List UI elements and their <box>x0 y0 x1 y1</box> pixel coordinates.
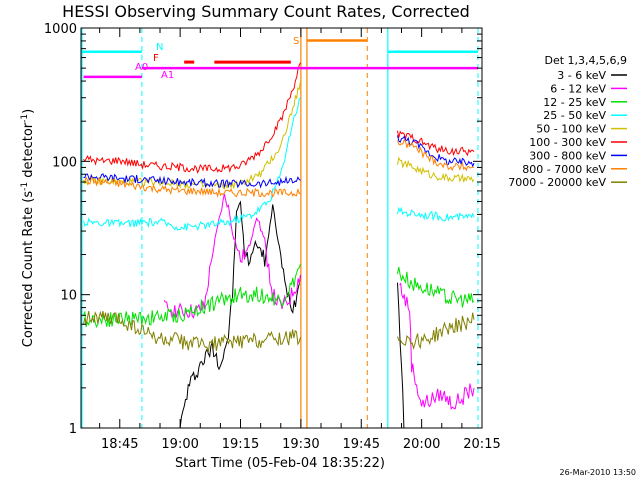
chart-title: HESSI Observing Summary Count Rates, Cor… <box>62 2 470 21</box>
plot-frame <box>80 27 483 429</box>
series-line-1-part-2 <box>397 282 405 429</box>
series-line-8-part-2 <box>397 138 475 172</box>
status-flag-bars <box>81 39 478 79</box>
x-tick-label: 20:15 <box>463 437 500 452</box>
series-line-6-part-1 <box>83 62 301 174</box>
series-line-2-part-2 <box>399 282 475 411</box>
series-line-3-part-2 <box>397 266 475 308</box>
annotation-F: F <box>153 53 159 64</box>
footer-timestamp: 26-Mar-2010 13:50 <box>560 468 637 477</box>
annotation-N: N <box>156 42 163 53</box>
data-series <box>83 62 475 429</box>
series-line-6-part-2 <box>397 130 475 157</box>
series-line-7-part-1 <box>83 173 301 189</box>
series-line-5-part-1 <box>83 81 301 191</box>
series-line-5-part-2 <box>397 156 475 183</box>
annotation-A0: A0 <box>135 62 148 73</box>
series-line-9-part-2 <box>397 312 475 350</box>
x-tick-label: 20:00 <box>403 437 440 452</box>
y-tick-label: 1000 <box>44 22 77 37</box>
x-tick-label: 18:45 <box>101 437 138 452</box>
observing-zones <box>81 28 479 428</box>
series-line-4-part-1 <box>83 97 301 231</box>
series-line-4-part-2 <box>397 206 475 222</box>
legend-label-6: 100 - 300 keV <box>529 136 606 149</box>
x-tick-label: 19:30 <box>282 437 319 452</box>
x-tick-label: 19:45 <box>343 437 380 452</box>
legend-label-1: 3 - 6 keV <box>557 69 606 82</box>
series-line-8-part-1 <box>83 176 301 199</box>
x-axis-label: Start Time (05-Feb-04 18:35:22) <box>175 456 385 471</box>
annotation-S: S <box>293 36 299 47</box>
legend-label-3: 12 - 25 keV <box>543 96 606 109</box>
legend-label-4: 25 - 50 keV <box>543 109 606 122</box>
y-axis-ticks: 1 10 100 1000 <box>44 22 482 437</box>
flag-annotations: NF S A0 A1 <box>135 36 299 81</box>
legend-label-2: 6 - 12 keV <box>550 82 606 95</box>
x-tick-label: 19:15 <box>222 437 259 452</box>
y-axis-label: Corrected Count Rate (s-1 detector-1) <box>20 109 36 347</box>
x-axis-ticks: 18:45 19:00 19:15 19:30 19:45 20:00 20:15 <box>99 28 501 452</box>
legend-label-5: 50 - 100 keV <box>536 123 606 136</box>
y-tick-label: 10 <box>60 289 77 304</box>
legend-label-8: 800 - 7000 keV <box>522 163 606 176</box>
series-line-1-part-1 <box>179 200 301 429</box>
legend-header: Det 1,3,4,5,6,9 <box>544 54 627 67</box>
series-line-9-part-1 <box>83 310 301 353</box>
y-tick-label: 1 <box>69 422 77 437</box>
legend-label-7: 300 - 800 keV <box>529 149 606 162</box>
annotation-A1: A1 <box>161 70 174 81</box>
y-tick-label: 100 <box>52 155 77 170</box>
legend-label-9: 7000 - 20000 keV <box>508 176 606 189</box>
x-tick-label: 19:00 <box>161 437 198 452</box>
